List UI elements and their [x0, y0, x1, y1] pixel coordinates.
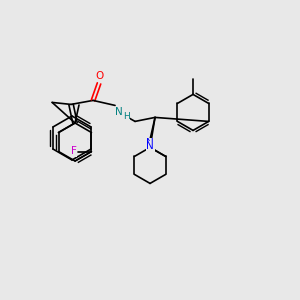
Text: O: O: [95, 71, 103, 81]
Text: H: H: [123, 112, 129, 121]
Text: N: N: [146, 141, 154, 152]
Text: F: F: [70, 146, 76, 157]
Text: N: N: [115, 107, 123, 117]
Text: N: N: [146, 138, 154, 148]
